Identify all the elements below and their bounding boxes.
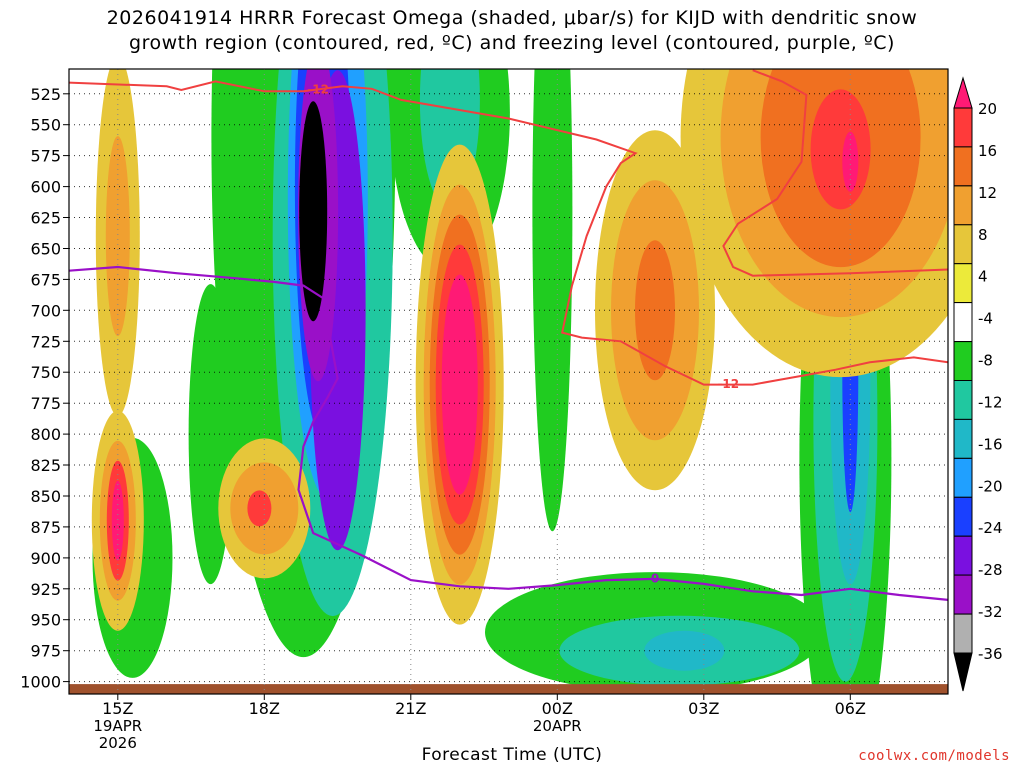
colorbar-band-6 [953,341,973,382]
colorbar-band-4 [953,263,973,304]
y-tick-label-650: 650 [30,240,61,259]
surface-terrain [69,684,948,694]
colorbar-band-12 [953,574,973,615]
colorbar-label-8: 8 [978,226,988,244]
x-tick-label-15Z: 15Z [102,699,133,718]
colorbar-label--4: -4 [978,310,993,328]
y-tick-label-925: 925 [30,580,61,599]
y-tick-label-900: 900 [30,549,61,568]
colorbar-band-7 [953,380,973,420]
colorbar-band-1 [953,146,973,187]
y-tick-label-525: 525 [30,85,61,104]
colorbar-label--32: -32 [978,603,1003,621]
omega-contour-40 [842,131,859,192]
omega-shading [69,69,948,694]
y-tick-label-850: 850 [30,487,61,506]
y-tick-label-550: 550 [30,116,61,135]
x-axis-title: Forecast Time (UTC) [421,745,603,765]
x-tick-label-06Z: 06Z [835,699,866,718]
y-tick-label-950: 950 [30,611,61,630]
colorbar-band-10 [953,496,973,537]
y-tick-label-875: 875 [30,518,61,537]
colorbar-band-2 [953,185,973,226]
colorbar-label-12: 12 [978,184,997,202]
dgz-contour-upper [722,69,948,277]
site-credit: coolwx.com/models [858,748,1010,764]
omega-contour-9 [532,69,573,532]
colorbar-band-5 [953,302,973,343]
omega-contour-23 [441,274,478,495]
y-tick-label-800: 800 [30,425,61,444]
colorbar-band-0 [953,107,973,148]
omega-contour-39 [810,89,871,210]
colorbar-band-8 [953,418,973,459]
omega-contour-6 [299,101,328,322]
colorbar-band-9 [953,457,973,498]
x-tick-sublabel-2026: 2026 [99,734,137,752]
freezing-level-contour [69,265,948,601]
dgz-contour-label-lower: -12 [717,377,739,391]
contour-lines: -12 -12 0 [69,69,948,601]
colorbar-bottom-triangle [953,652,973,692]
colorbar-label--36: -36 [978,645,1003,663]
y-tick-label-825: 825 [30,456,61,475]
y-tick-label-575: 575 [30,147,61,166]
y-tick-label-700: 700 [30,301,61,320]
colorbar-label--8: -8 [978,352,993,370]
colorbar-legend: 20 16 12 8 4 -4 -8 -12 -16 -20 -24 -28 -32 -36 [953,76,1003,692]
colorbar-label--20: -20 [978,477,1003,495]
colorbar-band-13 [953,613,973,654]
colorbar-label--28: -28 [978,561,1003,579]
y-tick-label-725: 725 [30,332,61,351]
colorbar-label-16: 16 [978,142,997,160]
omega-contour-29 [111,480,124,561]
y-tick-label-625: 625 [30,209,61,228]
omega-contour-35 [635,240,675,381]
freezing-level-label: 0 [651,571,659,585]
y-tick-label-675: 675 [30,270,61,289]
plot-frame [68,68,949,695]
y-tick-label-750: 750 [30,363,61,382]
x-tick-label-21Z: 21Z [395,699,426,718]
x-tick-label-03Z: 03Z [688,699,719,718]
y-tick-label-1000: 1000 [20,673,61,692]
omega-contour-25 [105,136,130,337]
y-tick-label-975: 975 [30,642,61,661]
x-tick-label-18Z: 18Z [249,699,280,718]
x-tick-label-00Z: 00Z [542,699,573,718]
x-tick-sublabel-20APR: 20APR [533,717,582,735]
colorbar-band-11 [953,535,973,576]
x-tick-sublabel-19APR: 19APR [93,717,142,735]
colorbar-band-3 [953,224,973,265]
dgz-contour-lower [69,80,948,386]
colorbar-label--24: -24 [978,519,1003,537]
chart-title-line-2: growth region (contoured, red, ºC) and f… [129,32,895,54]
y-tick-label-600: 600 [30,178,61,197]
chart-title-line-1: 2026041914 HRRR Forecast Omega (shaded, … [106,7,918,29]
y-axis: 525 550 575 600 625 650 675 700 725 750 775 800 825 8… [20,85,69,692]
colorbar-label--12: -12 [978,394,1003,412]
colorbar-label--16: -16 [978,435,1003,453]
y-tick-label-775: 775 [30,394,61,413]
colorbar-label-20: 20 [978,100,997,118]
dgz-contour-label-upper: -12 [307,83,329,97]
colorbar-label-4: 4 [978,268,988,286]
colorbar-top-triangle [953,76,973,109]
omega-contour-32 [247,490,272,527]
